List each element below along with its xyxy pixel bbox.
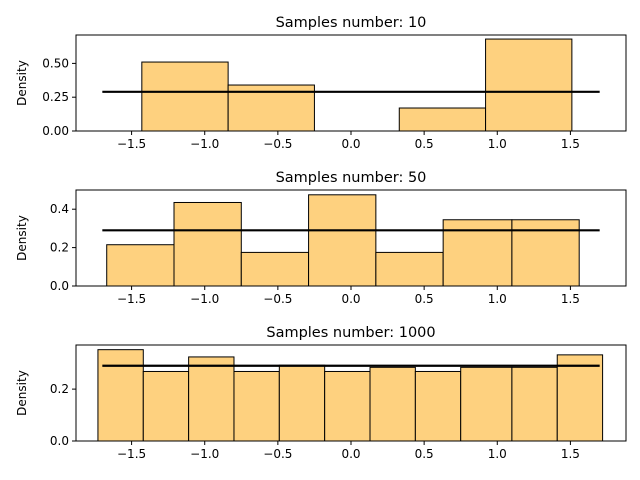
histogram-bar [324, 370, 371, 442]
x-tick-label: 1.5 [561, 292, 580, 306]
x-tick-label: 0.5 [415, 137, 434, 151]
histogram-bar [556, 354, 604, 442]
y-axis-label: Density [15, 215, 29, 261]
y-tick-label: 0.50 [42, 56, 69, 70]
histogram-bar [142, 370, 190, 442]
y-tick-label: 0.00 [42, 124, 69, 138]
x-tick-label: 1.0 [488, 292, 507, 306]
x-tick-label: 1.5 [561, 137, 580, 151]
chart-title: Samples number: 50 [276, 170, 427, 186]
y-tick-label: 0.25 [42, 90, 69, 104]
y-tick-label: 0.0 [50, 434, 69, 448]
histogram-bar [233, 370, 280, 442]
x-tick-label: 0.5 [415, 292, 434, 306]
x-tick-label: −0.5 [263, 447, 292, 461]
chart-title: Samples number: 10 [276, 15, 427, 31]
histogram-bar [369, 366, 416, 442]
x-tick-label: −1.5 [117, 447, 146, 461]
y-axis-label: Density [15, 60, 29, 106]
x-tick-label: −0.5 [263, 137, 292, 151]
x-tick-label: −1.0 [190, 292, 219, 306]
y-tick-label: 0.2 [50, 382, 69, 396]
chart-panel-1: −1.5 −1.0 −0.5 0.0 0.5 1.0 1.5 0.00 0.25 0.50 Dens… [15, 15, 627, 151]
x-tick-label: 1.0 [488, 447, 507, 461]
chart-panel-2: −1.5 −1.0 −0.5 0.0 0.5 1.0 1.5 0.0 0.2 0.4 Density… [15, 170, 627, 306]
histogram-bar [375, 251, 444, 287]
chart-title: Samples number: 1000 [266, 325, 435, 341]
x-tick-label: −1.0 [190, 137, 219, 151]
histogram-bar [141, 61, 229, 132]
x-tick-label: 0.0 [341, 447, 360, 461]
y-tick-label: 0.0 [50, 279, 69, 293]
x-tick-label: 1.0 [488, 137, 507, 151]
x-tick-label: −0.5 [263, 292, 292, 306]
y-tick-label: 0.2 [50, 241, 69, 255]
y-axis-label: Density [15, 370, 29, 416]
x-tick-label: 1.5 [561, 447, 580, 461]
histogram-bar [414, 370, 462, 442]
histogram-bar [188, 356, 235, 442]
histogram-bar [106, 244, 175, 287]
histogram-bar [398, 107, 487, 132]
x-tick-label: −1.0 [190, 447, 219, 461]
histogram-bar [308, 194, 377, 287]
histogram-bar [240, 251, 310, 287]
x-tick-label: 0.0 [341, 137, 360, 151]
histogram-bar [511, 366, 558, 442]
histogram-bar [173, 201, 242, 287]
x-tick-label: −1.5 [117, 292, 146, 306]
y-tick-label: 0.4 [50, 202, 69, 216]
chart-panel-3: −1.5 −1.0 −0.5 0.0 0.5 1.0 1.5 0.0 0.2 Density Sam… [15, 325, 627, 461]
x-tick-label: 0.0 [341, 292, 360, 306]
histogram-bar [97, 349, 144, 442]
histogram-bar [460, 366, 513, 442]
histogram-bar [485, 38, 573, 132]
histogram-bar [278, 364, 326, 442]
x-tick-label: −1.5 [117, 137, 146, 151]
x-tick-label: 0.5 [415, 447, 434, 461]
